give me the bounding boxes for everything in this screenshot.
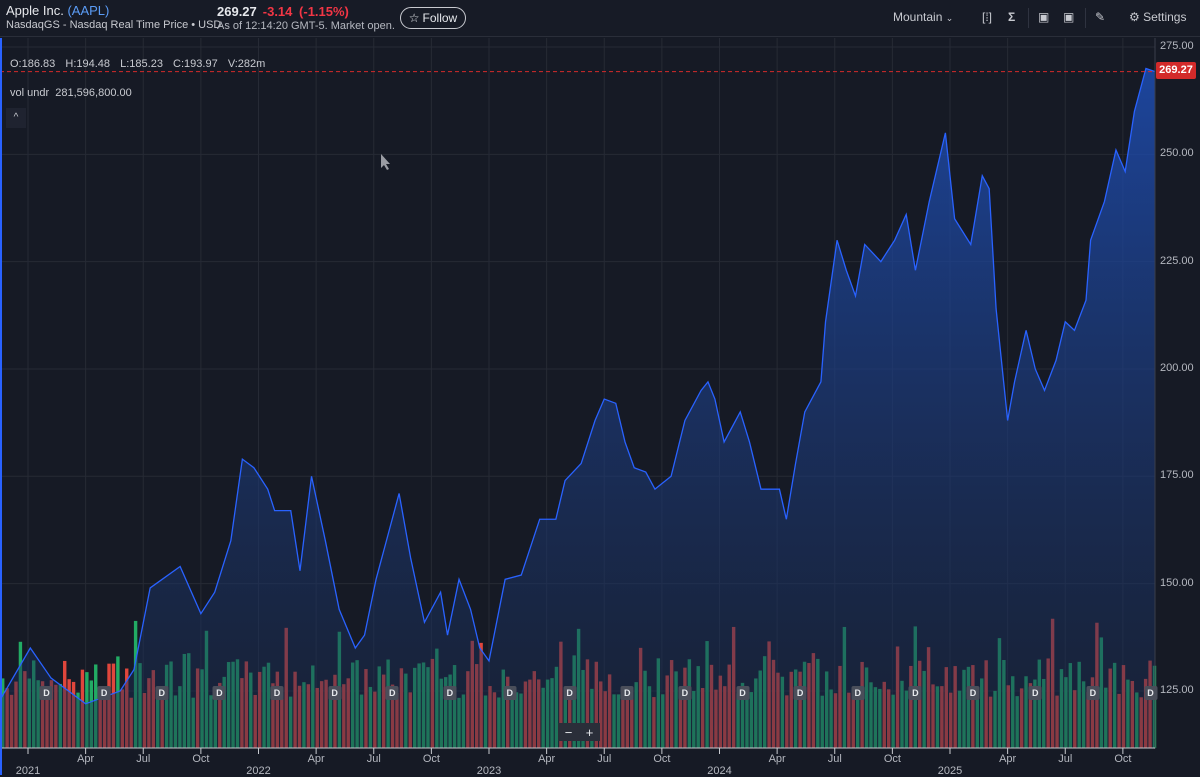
dividend-marker[interactable]: D: [503, 686, 517, 700]
x-tick-label: 2023: [476, 765, 502, 777]
x-axis-band: [0, 749, 1200, 775]
current-price: 269.27: [217, 4, 257, 19]
x-tick-label: Apr: [768, 753, 786, 765]
y-tick-label: 200.00: [1160, 361, 1194, 374]
x-tick-label: Jul: [366, 753, 381, 765]
mouse-cursor-icon: [381, 154, 390, 170]
header: Apple Inc. (AAPL) NasdaqGS - Nasdaq Real…: [0, 0, 1200, 37]
calendar-icon[interactable]: ▣: [1038, 10, 1050, 24]
x-tick-label: 2021: [15, 765, 41, 777]
dividend-marker[interactable]: D: [1086, 686, 1100, 700]
x-tick-label: 2022: [246, 765, 271, 777]
price-change-pct: (-1.15%): [299, 4, 349, 19]
price-area: [0, 68, 1156, 749]
x-tick-label: Oct: [192, 753, 210, 765]
y-tick-label: 150.00: [1160, 576, 1194, 589]
y-tick-label: 275.00: [1160, 40, 1194, 52]
zoom-in-button[interactable]: +: [585, 724, 594, 740]
dividend-marker[interactable]: D: [39, 686, 53, 700]
x-tick-label: Jul: [827, 753, 842, 765]
volume-label: vol undr: [10, 87, 50, 99]
x-tick-label: 2024: [707, 765, 732, 777]
as-of-time: As of 12:14:20 GMT-5. Market open.: [217, 20, 395, 32]
volume-value: 281,596,800.00: [55, 87, 132, 99]
x-tick-label: Apr: [307, 753, 325, 765]
x-tick-label: Apr: [538, 753, 556, 765]
dividend-marker[interactable]: D: [851, 686, 865, 700]
dividend-marker[interactable]: D: [908, 686, 922, 700]
dividend-marker[interactable]: D: [212, 686, 226, 700]
x-tick-label: 2025: [937, 765, 963, 777]
follow-label: Follow: [422, 11, 458, 25]
volume-legend: vol undr 281,596,800.00: [10, 87, 132, 99]
x-tick-label: Apr: [999, 753, 1017, 765]
gear-icon: ⚙: [1129, 10, 1140, 24]
pencil-icon[interactable]: ✎: [1095, 10, 1106, 24]
dividend-marker[interactable]: D: [736, 686, 750, 700]
sigma-icon[interactable]: Σ: [1008, 10, 1016, 24]
calendar-event-icon[interactable]: ▣: [1063, 10, 1075, 24]
dividend-marker[interactable]: D: [385, 686, 399, 700]
y-tick-label: 175.00: [1160, 469, 1194, 482]
company-title: Apple Inc. (AAPL): [6, 3, 109, 18]
x-tick-label: Apr: [77, 753, 95, 765]
last-price-label: 269.27: [1156, 62, 1196, 79]
ohlc-legend: O:186.83 H:194.48 L:185.23 C:193.97 V:28…: [10, 58, 266, 70]
chart-type-dropdown[interactable]: Mountain ⌄: [893, 10, 953, 24]
dividend-marker[interactable]: D: [678, 686, 692, 700]
dividend-marker[interactable]: D: [563, 686, 577, 700]
x-tick-label: Oct: [422, 753, 440, 765]
bracket-icon[interactable]: [⁞]: [982, 10, 993, 24]
price-line: [0, 67, 1156, 705]
dividend-marker[interactable]: D: [620, 686, 634, 700]
x-tick-label: Jul: [597, 753, 612, 765]
dividend-marker[interactable]: D: [966, 686, 980, 700]
collapse-legend-button[interactable]: ^: [6, 108, 26, 128]
y-tick-label: 225.00: [1160, 254, 1194, 267]
chart-type-label: Mountain: [893, 10, 943, 24]
divider: [1085, 8, 1086, 28]
dividend-marker[interactable]: D: [1028, 686, 1042, 700]
ticker: (AAPL): [67, 3, 110, 18]
x-tick-label: Oct: [653, 753, 671, 765]
follow-button[interactable]: ☆ Follow: [400, 7, 466, 29]
star-icon: ☆: [408, 11, 420, 25]
exchange-info: NasdaqGS - Nasdaq Real Time Price • USD: [6, 19, 222, 31]
x-tick-label: Jul: [136, 753, 151, 765]
zoom-controls: − +: [558, 723, 600, 741]
x-tick-label: Oct: [883, 753, 901, 765]
dividend-marker[interactable]: D: [328, 686, 342, 700]
price-block: 269.27 -3.14 (-1.15%): [217, 4, 349, 19]
x-tick-label: Oct: [1114, 753, 1132, 765]
x-tick-label: Jul: [1058, 753, 1073, 765]
price-change: -3.14: [262, 4, 293, 19]
zoom-out-button[interactable]: −: [564, 724, 573, 740]
price-chart[interactable]: [0, 38, 1200, 775]
dividend-marker[interactable]: D: [793, 686, 807, 700]
settings-button[interactable]: ⚙ Settings: [1129, 10, 1186, 24]
y-tick-label: 125.00: [1160, 683, 1194, 696]
y-tick-label: 250.00: [1160, 147, 1194, 160]
company-name: Apple Inc.: [6, 3, 64, 18]
dividend-marker[interactable]: D: [1144, 686, 1158, 700]
dividend-marker[interactable]: D: [270, 686, 284, 700]
settings-label: Settings: [1143, 10, 1187, 24]
divider: [1028, 8, 1029, 28]
chevron-down-icon: ⌄: [945, 13, 954, 23]
dividend-marker[interactable]: D: [97, 686, 111, 700]
dividend-marker[interactable]: D: [155, 686, 169, 700]
dividend-marker[interactable]: D: [443, 686, 457, 700]
